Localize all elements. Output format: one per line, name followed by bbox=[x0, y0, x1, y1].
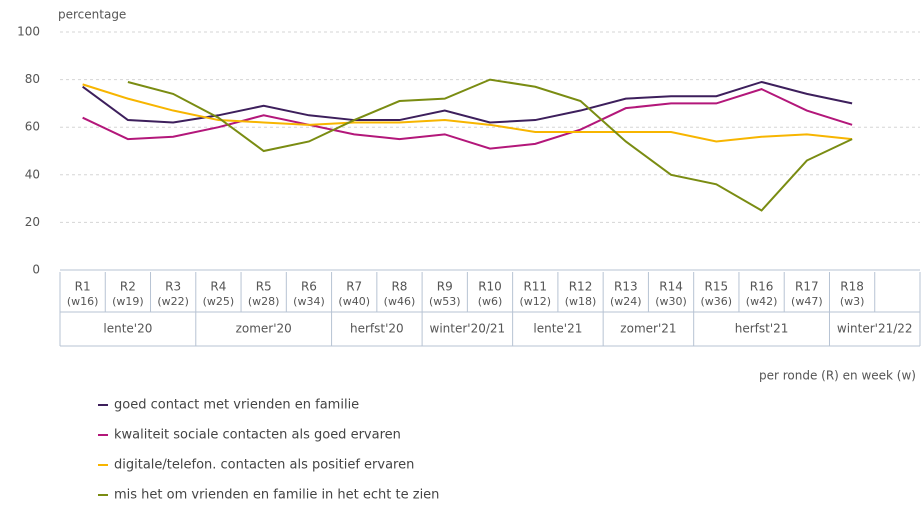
season-label: zomer'20 bbox=[236, 322, 292, 336]
x-tick-sublabel: (w42) bbox=[746, 295, 778, 308]
y-tick-label: 100 bbox=[17, 25, 40, 39]
series-line bbox=[82, 88, 853, 150]
legend-label: mis het om vrienden en familie in het ec… bbox=[114, 488, 439, 503]
legend-label: kwaliteit sociale contacten als goed erv… bbox=[114, 428, 401, 443]
season-label: herfst'21 bbox=[735, 322, 789, 336]
series-line bbox=[82, 80, 853, 124]
x-tick-label: R18 bbox=[840, 280, 864, 294]
legend-label: digitale/telefon. contacten als positief… bbox=[114, 458, 414, 473]
legend-label: goed contact met vrienden en familie bbox=[114, 398, 359, 413]
season-label: lente'21 bbox=[533, 322, 582, 336]
x-tick-label: R14 bbox=[659, 280, 683, 294]
y-axis-label: percentage bbox=[58, 8, 126, 22]
x-tick-sublabel: (w24) bbox=[610, 295, 642, 308]
x-tick-label: R16 bbox=[750, 280, 774, 294]
x-tick-label: R4 bbox=[210, 280, 226, 294]
x-tick-label: R5 bbox=[256, 280, 272, 294]
y-tick-label: 40 bbox=[25, 167, 40, 181]
x-tick-label: R11 bbox=[523, 280, 547, 294]
x-tick-label: R3 bbox=[165, 280, 181, 294]
x-tick-sublabel: (w3) bbox=[840, 295, 865, 308]
x-tick-sublabel: (w36) bbox=[701, 295, 733, 308]
series-line bbox=[82, 83, 853, 143]
x-tick-label: R2 bbox=[120, 280, 136, 294]
x-tick-sublabel: (w47) bbox=[791, 295, 823, 308]
x-tick-sublabel: (w25) bbox=[203, 295, 235, 308]
y-tick-label: 80 bbox=[25, 72, 40, 86]
x-tick-label: R15 bbox=[705, 280, 729, 294]
y-tick-label: 20 bbox=[25, 215, 40, 229]
x-tick-sublabel: (w28) bbox=[248, 295, 280, 308]
x-tick-label: R8 bbox=[391, 280, 407, 294]
x-tick-sublabel: (w53) bbox=[429, 295, 461, 308]
y-tick-label: 60 bbox=[25, 120, 40, 134]
x-tick-sublabel: (w34) bbox=[293, 295, 325, 308]
x-tick-sublabel: (w40) bbox=[338, 295, 370, 308]
season-label: lente'20 bbox=[103, 322, 152, 336]
x-tick-label: R10 bbox=[478, 280, 502, 294]
season-label: winter'21/22 bbox=[837, 322, 913, 336]
season-label: herfst'20 bbox=[350, 322, 404, 336]
x-tick-sublabel: (w12) bbox=[519, 295, 551, 308]
season-label: winter'20/21 bbox=[430, 322, 506, 336]
series-line bbox=[127, 78, 853, 212]
y-tick-label: 0 bbox=[32, 263, 40, 277]
x-tick-label: R12 bbox=[569, 280, 593, 294]
x-tick-sublabel: (w22) bbox=[157, 295, 189, 308]
x-tick-sublabel: (w18) bbox=[565, 295, 597, 308]
x-tick-sublabel: (w16) bbox=[67, 295, 99, 308]
x-tick-label: R13 bbox=[614, 280, 638, 294]
x-tick-label: R9 bbox=[437, 280, 453, 294]
x-tick-sublabel: (w19) bbox=[112, 295, 144, 308]
x-tick-label: R1 bbox=[75, 280, 91, 294]
x-tick-sublabel: (w6) bbox=[478, 295, 503, 308]
x-axis-label: per ronde (R) en week (w) bbox=[759, 369, 916, 383]
x-tick-label: R6 bbox=[301, 280, 317, 294]
x-tick-label: R7 bbox=[346, 280, 362, 294]
x-tick-label: R17 bbox=[795, 280, 819, 294]
x-tick-sublabel: (w46) bbox=[384, 295, 416, 308]
season-label: zomer'21 bbox=[620, 322, 676, 336]
x-tick-sublabel: (w30) bbox=[655, 295, 687, 308]
